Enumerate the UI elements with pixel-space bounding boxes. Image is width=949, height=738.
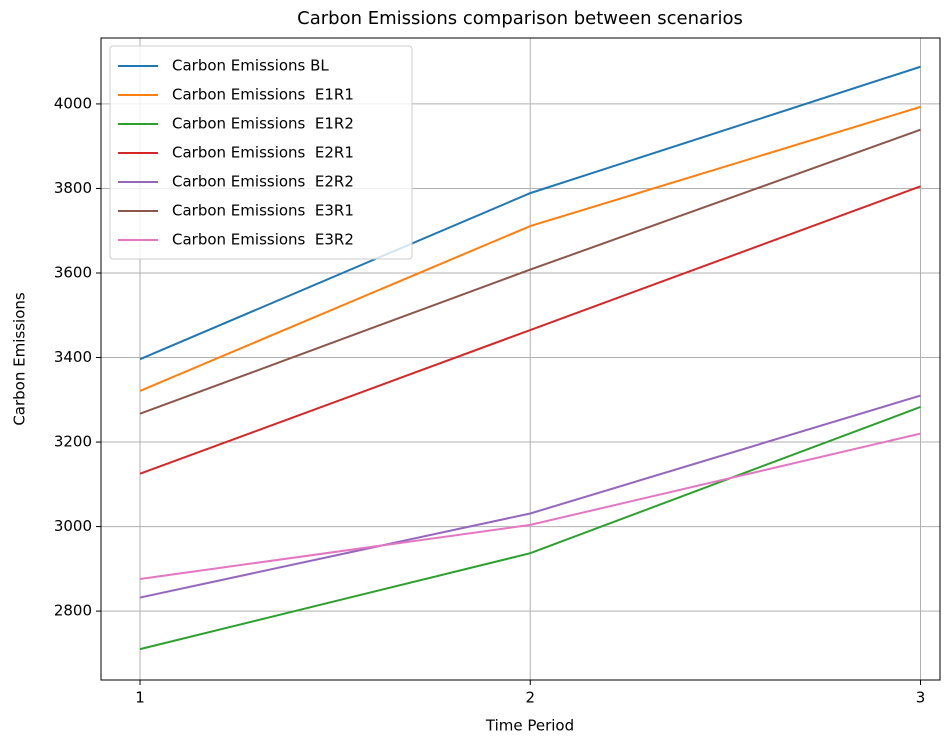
legend-label: Carbon Emissions E2R2	[172, 173, 354, 191]
x-tick-label: 1	[135, 689, 145, 707]
legend-label: Carbon Emissions E1R1	[172, 86, 354, 104]
y-tick-label: 4000	[54, 94, 92, 112]
legend-label: Carbon Emissions E3R1	[172, 202, 354, 220]
x-tick-label: 2	[525, 689, 535, 707]
legend-label: Carbon Emissions BL	[172, 57, 329, 75]
legend: Carbon Emissions BL Carbon Emissions E1R1…	[109, 45, 413, 260]
series-line	[139, 185, 921, 475]
series-line	[139, 394, 921, 599]
legend-label: Carbon Emissions E3R2	[172, 231, 354, 249]
y-tick-label: 3200	[54, 433, 92, 451]
series-line	[139, 406, 921, 651]
x-tick-label: 3	[916, 689, 926, 707]
x-axis-label: Time Period	[485, 717, 574, 735]
y-tick-label: 2800	[54, 602, 92, 620]
y-tick-label: 3400	[54, 348, 92, 366]
y-tick-label: 3800	[54, 179, 92, 197]
series-line	[139, 128, 921, 415]
series-line	[139, 105, 921, 392]
chart-title: Carbon Emissions comparison between scen…	[297, 8, 743, 29]
legend-label: Carbon Emissions E1R2	[172, 115, 354, 133]
series-line	[139, 432, 921, 580]
legend-label: Carbon Emissions E2R1	[172, 144, 354, 162]
y-tick-label: 3600	[54, 263, 92, 281]
series-line	[139, 65, 921, 361]
y-tick-label: 3000	[54, 517, 92, 535]
legend-box	[109, 45, 413, 260]
y-axis-label: Carbon Emissions	[11, 292, 29, 426]
plot-frame	[100, 37, 941, 681]
